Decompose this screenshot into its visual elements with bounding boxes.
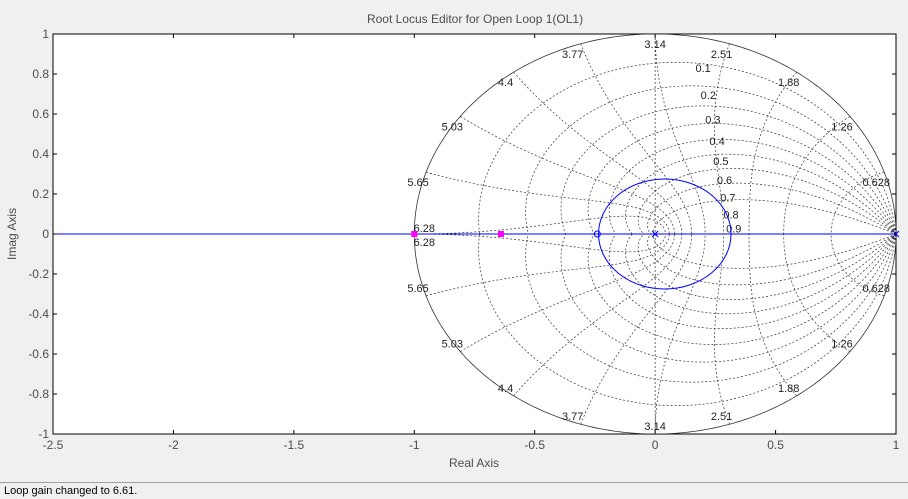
damping-curve — [625, 233, 896, 315]
frequency-curve — [714, 233, 730, 425]
frequency-label: 3.77 — [562, 411, 583, 423]
damping-label: 0.3 — [705, 114, 720, 126]
damping-curve — [608, 233, 896, 329]
frequency-curve — [783, 233, 851, 352]
damping-curve — [625, 153, 896, 235]
frequency-label: 5.03 — [442, 339, 463, 351]
damping-label: 0.2 — [701, 90, 716, 102]
frequency-label: 3.77 — [562, 49, 583, 61]
frequency-curve — [830, 171, 885, 235]
y-tick-label: 0.4 — [32, 147, 49, 161]
y-tick-label: -0.8 — [28, 387, 49, 401]
frequency-curve — [460, 233, 675, 352]
damping-curve — [525, 85, 896, 235]
axis-ticks: -2.5 -2 -1.5 -1 -0.5 0 0.5 1 -1 -0.8 -0.6 -0.4 -0.2 0… — [28, 27, 899, 452]
frequency-curve — [425, 233, 670, 297]
damping-label: 0.8 — [723, 209, 738, 221]
open-loop-pole — [651, 230, 659, 238]
damping-curve — [647, 182, 896, 235]
y-tick-label: 0 — [42, 227, 49, 241]
frequency-label: 0.628 — [862, 283, 890, 295]
y-axis-label: Imag Axis — [5, 208, 19, 260]
chart-title: Root Locus Editor for Open Loop 1(OL1) — [367, 12, 583, 26]
frequency-label: 2.51 — [711, 49, 732, 61]
open-loop-zero — [593, 230, 601, 238]
frequency-curve — [783, 116, 851, 235]
root-locus[interactable] — [53, 178, 896, 290]
damping-curve — [608, 139, 896, 235]
x-tick-label: 0 — [652, 438, 659, 452]
frequency-curve — [714, 43, 730, 235]
frequency-label: 5.03 — [442, 121, 463, 133]
locus-circle — [598, 178, 732, 290]
y-tick-label: -0.2 — [28, 267, 49, 281]
frequency-curve — [580, 43, 693, 235]
x-tick-label: -2.5 — [43, 438, 64, 452]
x-tick-label: -0.5 — [524, 438, 545, 452]
damping-curve — [560, 105, 896, 235]
y-tick-label: 1 — [42, 27, 49, 41]
damping-curve — [560, 233, 896, 363]
root-locus-figure: Root Locus Editor for Open Loop 1(OL1) 0… — [5, 12, 900, 470]
x-tick-label: 1 — [893, 438, 900, 452]
frequency-curve — [414, 233, 666, 253]
frequency-label: 5.65 — [407, 283, 428, 295]
frequency-curve — [748, 71, 797, 235]
damping-label: 0.9 — [726, 223, 741, 235]
frequency-label: 4.4 — [498, 383, 513, 395]
damping-label: 0.7 — [720, 193, 735, 205]
frequency-label: 3.14 — [644, 39, 665, 51]
frequency-label: 1.88 — [778, 383, 799, 395]
frequency-label: 2.51 — [711, 411, 732, 423]
frequency-label: 6.28 — [414, 237, 435, 249]
x-axis-label: Real Axis — [449, 456, 499, 470]
frequency-label: 1.26 — [831, 121, 852, 133]
y-tick-label: -1 — [38, 427, 49, 441]
damping-label: 0.1 — [695, 63, 710, 75]
closed-loop-pole — [497, 231, 504, 237]
frequency-curve — [580, 233, 693, 425]
frequency-label: 6.28 — [414, 223, 435, 235]
y-tick-label: 0.2 — [32, 187, 49, 201]
x-tick-label: -1 — [409, 438, 420, 452]
frequency-curve — [748, 233, 797, 397]
frequency-curve — [513, 71, 683, 235]
x-tick-label: 0.5 — [767, 438, 784, 452]
zgrid: 0.1 0.2 0.3 0.4 0.5 0.6 0.7 0.8 0.9 0.628 0.628 1.2… — [407, 34, 896, 434]
damping-curve — [478, 233, 896, 407]
closed-loop-pole — [411, 231, 418, 237]
frequency-curve — [460, 116, 675, 235]
damping-label: 0.5 — [713, 156, 728, 168]
frequency-label: 1.26 — [831, 339, 852, 351]
frequency-label: 0.628 — [862, 177, 890, 189]
y-tick-label: -0.6 — [28, 347, 49, 361]
frequency-curve — [654, 34, 706, 235]
x-tick-label: -1.5 — [284, 438, 305, 452]
frequency-curve — [830, 233, 885, 297]
y-tick-label: -0.4 — [28, 307, 49, 321]
frequency-curve — [513, 233, 683, 397]
status-bar: Loop gain changed to 6.61. — [0, 482, 908, 499]
x-tick-label: -2 — [168, 438, 179, 452]
frequency-curve — [414, 215, 666, 235]
y-tick-label: 0.8 — [32, 67, 49, 81]
damping-label: 0.4 — [709, 136, 724, 148]
damping-label: 0.6 — [717, 175, 732, 187]
y-tick-label: 0.6 — [32, 107, 49, 121]
frequency-curve — [654, 233, 706, 434]
frequency-label: 4.4 — [498, 77, 513, 89]
status-message: Loop gain changed to 6.61. — [4, 485, 138, 497]
frequency-label: 1.88 — [778, 77, 799, 89]
frequency-label: 5.65 — [407, 177, 428, 189]
